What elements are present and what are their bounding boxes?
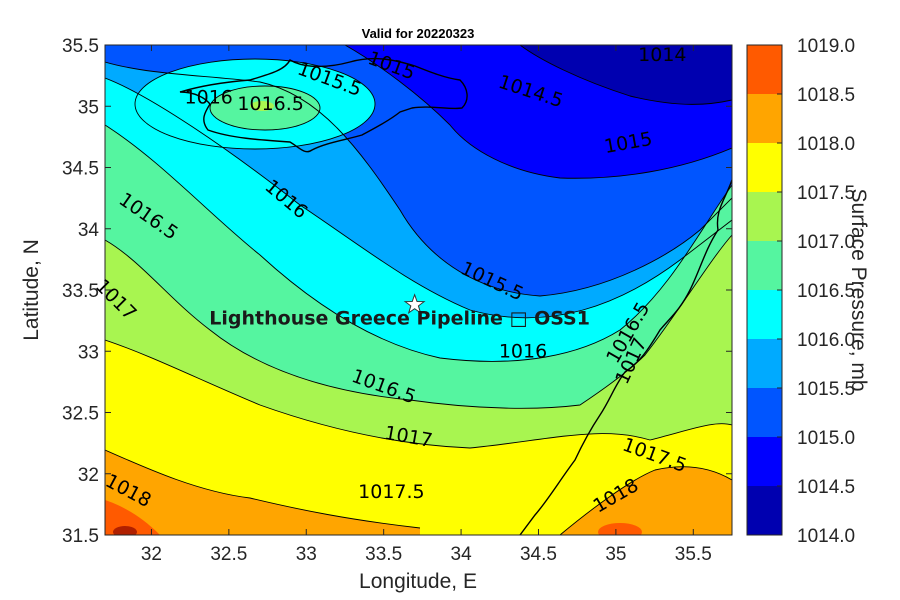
y-tick-label: 35.5: [62, 36, 99, 57]
x-tick-label: 35.5: [675, 544, 712, 565]
band-1018.5-1019: [105, 500, 160, 535]
band-1014-1014.5: [520, 45, 732, 105]
band-1018-1018.5-east: [560, 466, 732, 535]
band-high-1017: [250, 101, 274, 111]
y-tick-label: 32.5: [62, 404, 99, 425]
colorbar-segment: [747, 192, 782, 242]
band-1017.5-1018: [105, 340, 732, 535]
x-tick-label: 34: [451, 544, 473, 565]
figure-title: Valid for 20220323: [362, 26, 475, 41]
band-1018-1018.5: [105, 450, 420, 535]
x-tick-label: 33: [296, 544, 317, 565]
cyprus-coast: [179, 57, 468, 153]
y-tick-label: 32: [78, 465, 99, 486]
colorbar-segment: [747, 94, 782, 144]
colorbar-tick-label: 1015.0: [797, 428, 855, 449]
y-tick-label: 31.5: [62, 526, 99, 547]
y-tick-label: 35: [78, 97, 99, 118]
y-tick-label: 33: [78, 342, 99, 363]
levant-coast: [519, 179, 732, 535]
band-1018.5-east: [598, 523, 642, 535]
colorbar-segment: [747, 486, 782, 536]
colorbar-segment: [747, 45, 782, 95]
contour-label: 1016: [499, 340, 547, 362]
colorbar-tick-label: 1014.5: [797, 477, 855, 498]
y-axis-ticks: 35.5 35 34.5 34 33.5 33 32.5 32 31.5: [62, 36, 732, 547]
contour-label: 1017.5: [358, 481, 424, 503]
colorbar-segment: [747, 437, 782, 487]
colorbar-segment: [747, 290, 782, 340]
x-tick-label: 35: [605, 544, 626, 565]
colorbar: 1019.0 1018.5 1018.0 1017.5 1017.0 1016.5 1016…: [746, 36, 855, 547]
contour-label: 1016.5: [237, 93, 303, 115]
y-axis-label: Latitude, N: [20, 239, 43, 341]
y-tick-label: 34: [78, 220, 100, 241]
colorbar-tick-label: 1014.0: [797, 526, 855, 547]
star-icon: [403, 293, 426, 315]
colorbar-tick-label: 1017.0: [797, 232, 855, 253]
colorbar-tick-label: 1018.5: [797, 85, 855, 106]
coastline: [179, 57, 732, 535]
colorbar-segment: [747, 241, 782, 291]
x-axis-label: Longitude, E: [359, 570, 477, 593]
contour-label: 1014: [638, 44, 686, 66]
colorbar-tick-label: 1019.0: [797, 36, 855, 57]
site-marker: Lighthouse Greece Pipeline □ OSS1: [209, 293, 590, 330]
colorbar-tick-label: 1016.0: [797, 330, 855, 351]
y-tick-label: 33.5: [62, 281, 99, 302]
colorbar-tick-label: 1016.5: [797, 281, 855, 302]
colorbar-tick-label: 1015.5: [797, 379, 855, 400]
x-tick-label: 33.5: [365, 544, 402, 565]
y-tick-label: 34.5: [62, 159, 99, 180]
colorbar-segment: [747, 143, 782, 193]
x-tick-label: 32.5: [210, 544, 247, 565]
colorbar-tick-label: 1017.5: [797, 183, 855, 204]
x-tick-label: 32: [141, 544, 162, 565]
band-1019-max: [113, 526, 137, 535]
contour-lines: [105, 45, 732, 535]
colorbar-segment: [747, 339, 782, 389]
x-axis-ticks: 32 32.5 33 33.5 34 34.5 35 35.5: [141, 45, 712, 565]
contour-fill: [105, 45, 732, 535]
site-label: Lighthouse Greece Pipeline □ OSS1: [209, 308, 590, 330]
x-tick-label: 34.5: [520, 544, 557, 565]
colorbar-segment: [747, 388, 782, 438]
contour-label: 1016: [185, 87, 233, 109]
colorbar-label: Surface Pressure, mb: [847, 188, 870, 391]
colorbar-tick-label: 1018.0: [797, 134, 855, 155]
